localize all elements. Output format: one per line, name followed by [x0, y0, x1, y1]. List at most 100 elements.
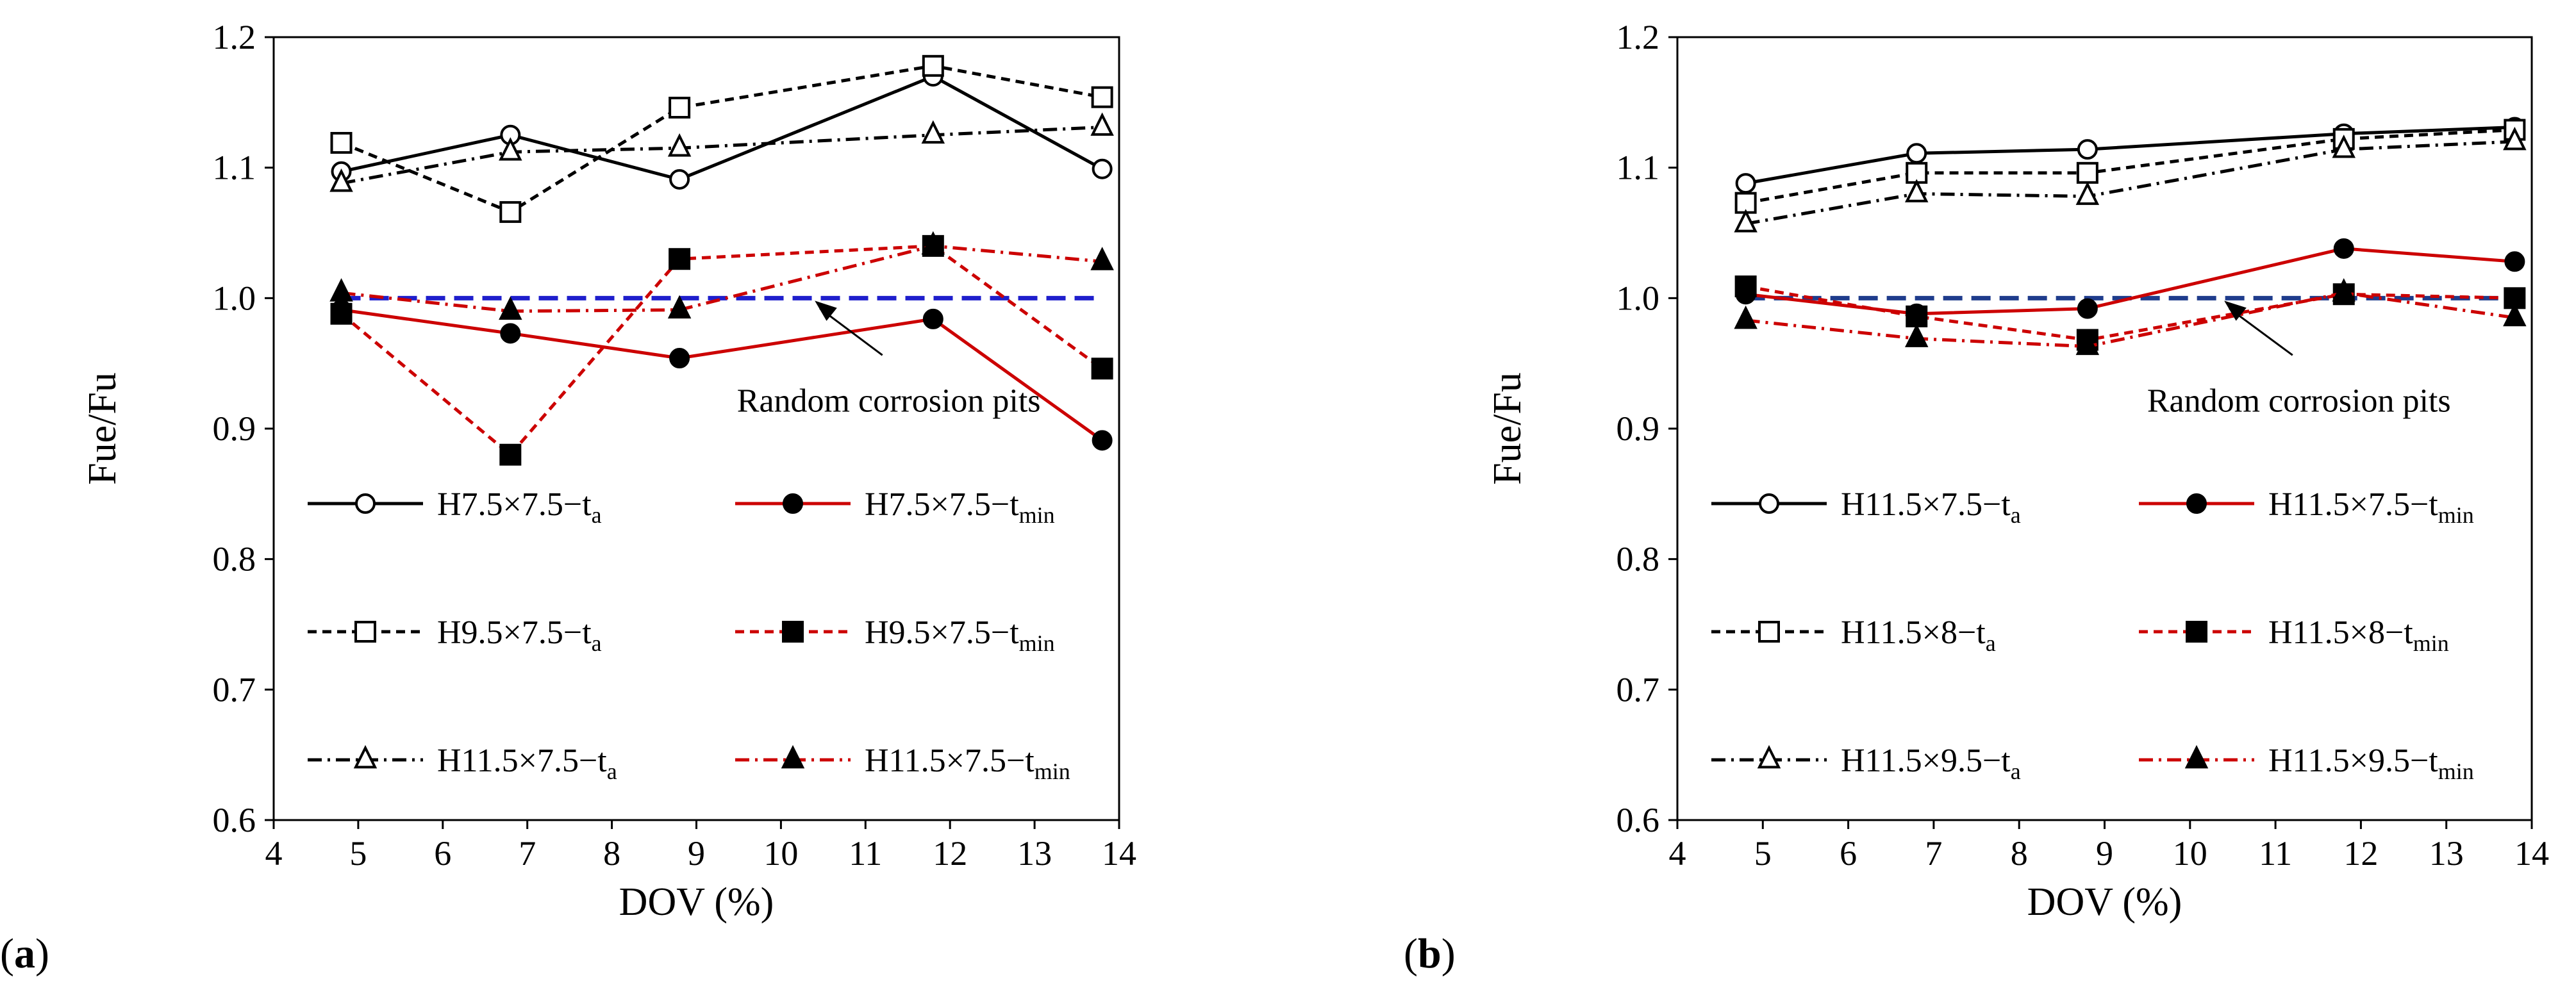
y-tick-label: 1.1 [1616, 149, 1660, 187]
y-tick-label: 1.0 [213, 279, 256, 317]
data-point [2332, 278, 2356, 302]
data-point [499, 201, 522, 223]
annotation-arrowhead [815, 300, 837, 321]
legend-entry-3: H9.5×7.5−ta [308, 614, 602, 656]
x-tick-label: 9 [2096, 834, 2113, 873]
x-tick-label: 14 [2514, 834, 2549, 873]
x-tick-label: 4 [1669, 834, 1686, 873]
y-tick-label: 1.1 [213, 149, 256, 187]
x-tick-label: 11 [2259, 834, 2292, 873]
legend-entry-3: H11.5×8−ta [1711, 614, 1996, 656]
legend-marker [2186, 621, 2207, 643]
data-point [1734, 305, 1757, 329]
legend-label: H7.5×7.5−tmin [865, 486, 1055, 528]
series-line [340, 74, 1103, 181]
plot-frame [272, 36, 1120, 821]
series-line [1745, 291, 2515, 349]
data-point [2075, 181, 2100, 205]
x-tick-label: 10 [763, 834, 798, 873]
legend-label: H9.5×7.5−tmin [865, 614, 1055, 656]
data-point [499, 137, 522, 161]
data-point [1092, 430, 1113, 451]
legend-label: H11.5×7.5−tmin [2268, 486, 2474, 528]
y-tick-label: 0.8 [213, 540, 256, 579]
data-point [330, 131, 353, 154]
y-tick-label: 1.2 [1616, 18, 1660, 56]
series-2 [331, 299, 1113, 451]
data-point [1905, 324, 1929, 347]
legend-marker [355, 493, 376, 514]
data-point [2076, 161, 2098, 184]
legend-label: H9.5×7.5−ta [437, 614, 602, 656]
y-tick-label: 0.9 [1616, 409, 1660, 448]
y-tick-label: 0.9 [213, 409, 256, 448]
legend-label: H11.5×9.5−ta [1841, 743, 2021, 784]
x-tick-label: 8 [603, 834, 620, 873]
legend-marker [1758, 621, 1780, 643]
legend-entry-1: H11.5×7.5−ta [1711, 486, 2021, 528]
data-point [1906, 143, 1927, 164]
legend-label: H11.5×8−tmin [2268, 614, 2449, 656]
series-5 [1734, 126, 2527, 233]
legend-label: H7.5×7.5−ta [437, 486, 602, 528]
legend-entry-6: H11.5×7.5−tmin [735, 743, 1070, 784]
series-line [1745, 128, 2515, 205]
data-point [667, 133, 692, 157]
x-tick-label: 13 [2429, 834, 2464, 873]
legend-label: H11.5×9.5−tmin [2268, 743, 2474, 784]
series-line [1745, 126, 2515, 185]
data-point [669, 96, 691, 119]
data-point [330, 302, 353, 325]
x-tick-label: 7 [519, 834, 536, 873]
data-point [1090, 247, 1114, 270]
x-tick-label: 6 [1840, 834, 1857, 873]
data-point [667, 295, 692, 319]
x-tick-label: 12 [2343, 834, 2378, 873]
data-point [669, 348, 690, 369]
data-point [1906, 305, 1928, 327]
panel-b: 4 5 6 7 8 9 10 11 12 13 14 0.6 0.7 0.8 0.9 1.0 1.1 1.2 DOV… [1404, 18, 2549, 977]
legend-entry-2: H7.5×7.5−tmin [735, 486, 1055, 528]
data-point [669, 168, 690, 190]
series-3 [330, 54, 1113, 223]
annotation-text: Random corrosion pits [737, 382, 1041, 419]
legend-marker [1757, 744, 1781, 769]
x-tick-label: 4 [265, 834, 283, 873]
data-point [1905, 179, 1929, 202]
data-point [1091, 357, 1113, 380]
legend-marker [2186, 493, 2207, 514]
legend-entry-4: H11.5×8−tmin [2139, 614, 2449, 656]
data-point [2077, 139, 2098, 160]
series-5 [329, 112, 1114, 192]
data-point [1735, 173, 1756, 194]
series-line [341, 308, 1104, 442]
y-tick-label: 0.7 [213, 670, 256, 709]
data-point [2077, 298, 2098, 319]
y-tick-label: 1.2 [213, 18, 256, 56]
panel-label: (a) [0, 930, 49, 977]
data-point [2503, 302, 2527, 327]
series-2 [1735, 238, 2525, 324]
y-tick-label: 0.8 [1616, 540, 1660, 579]
x-tick-label: 6 [434, 834, 451, 873]
legend-entry-2: H11.5×7.5−tmin [2139, 486, 2474, 528]
data-point [1092, 158, 1113, 179]
legend-entry-1: H7.5×7.5−ta [308, 486, 602, 528]
data-point [2332, 135, 2356, 158]
series-4 [330, 234, 1113, 466]
legend-marker [781, 744, 805, 769]
series-3 [1734, 119, 2526, 214]
legend-marker [354, 621, 376, 643]
legend-label: H11.5×7.5−ta [437, 743, 617, 784]
y-tick-label: 0.6 [1616, 801, 1660, 839]
data-point [499, 443, 522, 466]
x-tick-label: 9 [688, 834, 705, 873]
annotation-arrowhead [2224, 300, 2247, 321]
x-tick-label: 11 [849, 834, 882, 873]
legend-label: H11.5×8−ta [1841, 614, 1996, 656]
series-6 [329, 231, 1114, 320]
legend-entry-6: H11.5×9.5−tmin [2139, 743, 2474, 784]
data-point [329, 168, 353, 192]
data-point [2075, 331, 2100, 356]
